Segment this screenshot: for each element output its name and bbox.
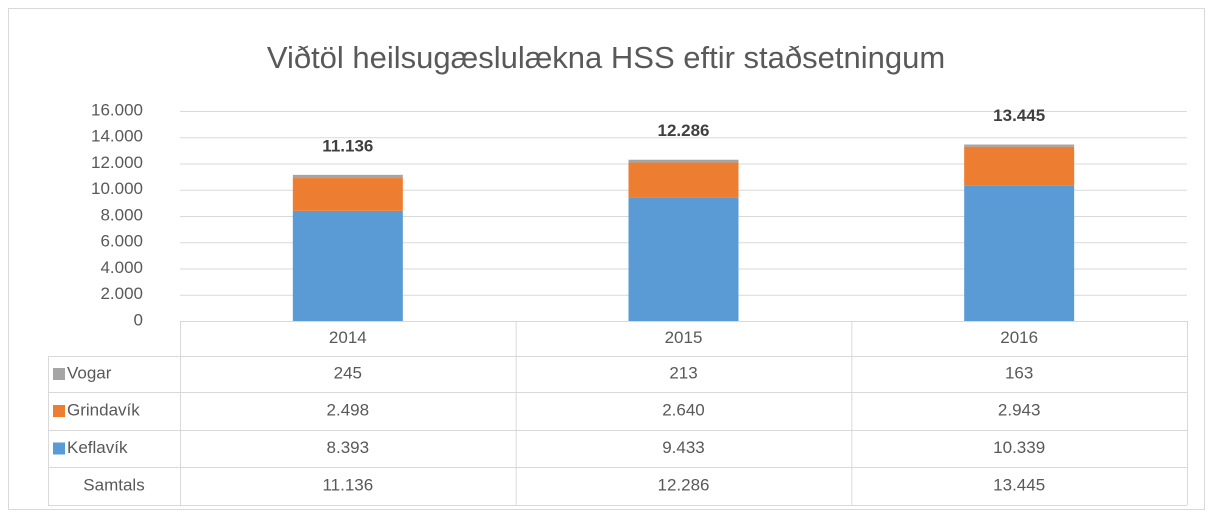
y-tick-label: 4.000	[100, 258, 143, 277]
bar-segment	[964, 144, 1075, 147]
bar-segment	[964, 146, 1075, 186]
y-tick-label: 12.000	[91, 153, 143, 172]
table-row-label: Samtals	[83, 475, 144, 494]
table-value: 2.640	[662, 400, 705, 419]
y-tick-label: 10.000	[91, 179, 143, 198]
bar-segment	[292, 210, 403, 321]
table-value: 11.136	[322, 475, 373, 494]
legend-label: Grindavík	[67, 400, 140, 419]
legend-key	[53, 368, 65, 380]
y-tick-label: 8.000	[100, 205, 143, 224]
table-value: 2.498	[327, 400, 370, 419]
legend-label: Vogar	[67, 363, 112, 382]
chart-title: Viðtöl heilsugæslulækna HSS eftir staðse…	[267, 40, 945, 75]
bar-segment	[628, 162, 739, 198]
total-label: 11.136	[322, 136, 373, 155]
y-tick-label: 14.000	[91, 127, 143, 146]
legend-key	[53, 405, 65, 417]
table-value: 13.445	[993, 475, 1045, 494]
table-value: 213	[669, 363, 697, 382]
x-tick-label: 2014	[329, 328, 367, 347]
table-value: 245	[334, 363, 362, 382]
y-tick-label: 16.000	[91, 100, 143, 119]
total-label: 12.286	[658, 121, 710, 140]
total-label: 13.445	[993, 106, 1045, 125]
bar-segment	[292, 178, 403, 211]
table-value: 9.433	[662, 438, 705, 457]
x-tick-label: 2016	[1000, 328, 1038, 347]
y-tick-label: 0	[134, 310, 143, 329]
bar-segment	[964, 185, 1075, 321]
legend-label: Keflavík	[67, 438, 128, 457]
table-value: 2.943	[998, 400, 1041, 419]
table-value: 12.286	[658, 475, 710, 494]
bar-segment	[628, 159, 739, 163]
x-tick-label: 2015	[665, 328, 703, 347]
table-value: 10.339	[993, 438, 1045, 457]
legend-key	[53, 442, 65, 455]
bar-segment	[628, 197, 739, 321]
bar-segment	[292, 174, 403, 179]
y-tick-label: 2.000	[100, 284, 143, 303]
table-value: 163	[1005, 363, 1033, 382]
table-value: 8.393	[327, 438, 370, 457]
y-tick-label: 6.000	[100, 232, 143, 251]
